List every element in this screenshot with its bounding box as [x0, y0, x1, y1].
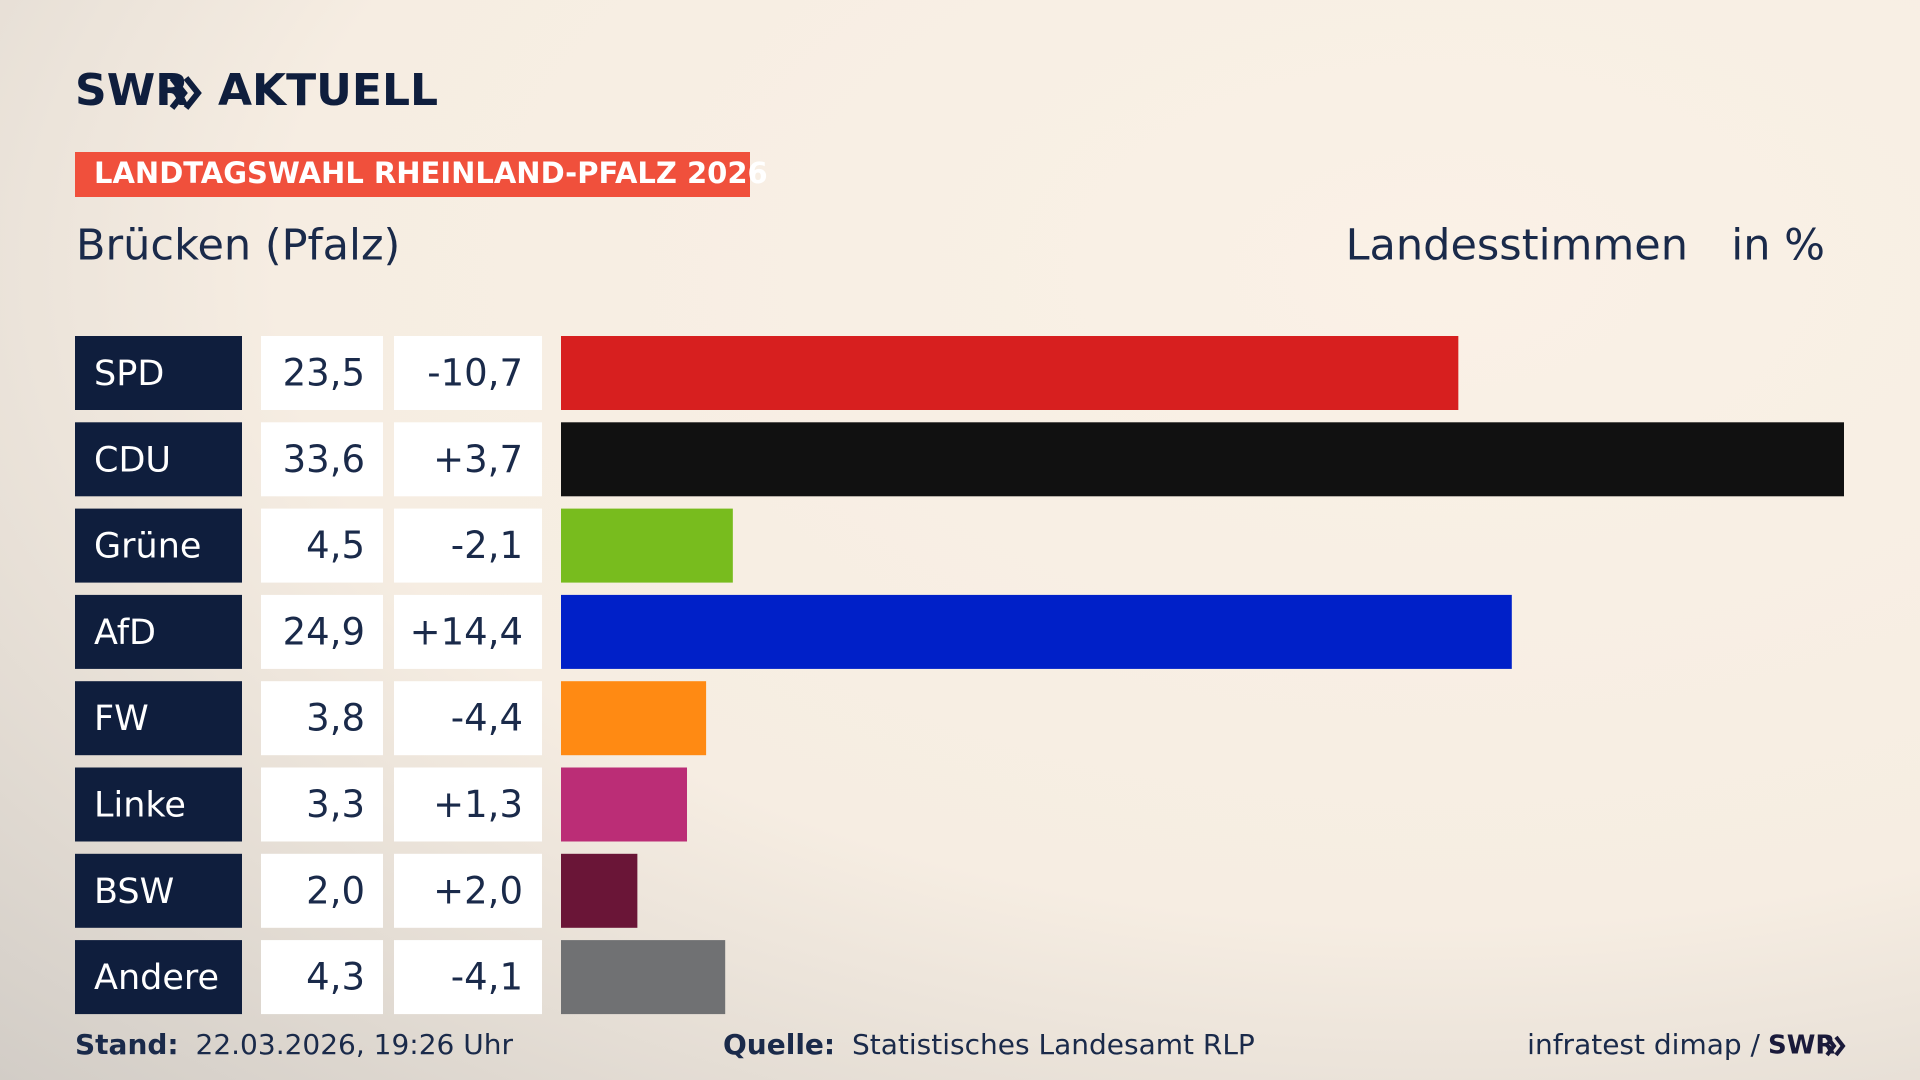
value-label: 33,6	[283, 438, 365, 481]
party-label: CDU	[94, 440, 171, 480]
bar	[561, 422, 1844, 497]
logo-suffix: AKTUELL	[218, 65, 438, 116]
credit-logo: SWR	[1768, 1031, 1835, 1061]
party-box	[75, 422, 242, 497]
change-box	[394, 767, 542, 842]
change-label: -10,7	[427, 352, 523, 395]
stand: 22.03.2026, 19:26 Uhr	[196, 1028, 514, 1061]
bar	[561, 681, 707, 756]
change-box	[394, 853, 542, 928]
subtitle: Landesstimmen	[1346, 221, 1688, 271]
bar	[561, 853, 638, 928]
value-label: 23,5	[283, 352, 365, 395]
value-box	[261, 853, 383, 928]
change-label: +2,0	[433, 869, 523, 912]
footer-source: Quelle: Statistisches Landesamt RLP	[723, 1028, 1255, 1061]
credit-chevrons	[1825, 1035, 1846, 1057]
party-box	[75, 594, 242, 669]
value-box	[261, 422, 383, 497]
party-label: Andere	[94, 958, 219, 998]
change-label: +14,4	[410, 610, 523, 653]
change-label: +3,7	[433, 438, 523, 481]
party-label: Linke	[94, 786, 186, 826]
party-box	[75, 853, 242, 928]
value-label: 4,3	[306, 956, 365, 999]
change-label: -2,1	[451, 524, 523, 567]
change-box	[394, 508, 542, 583]
logo-chevrons	[169, 76, 202, 110]
value-box	[261, 336, 383, 410]
party-box	[75, 767, 242, 842]
value-label: 4,5	[306, 524, 365, 567]
change-box	[394, 336, 542, 410]
bar	[561, 336, 1459, 410]
logo-text: SWR	[75, 65, 189, 116]
party-label: Grüne	[94, 527, 201, 567]
party-box	[75, 940, 242, 1015]
source-label: Quelle:	[723, 1028, 835, 1061]
value-box	[261, 508, 383, 583]
value-box	[261, 594, 383, 669]
rows: SPD 23,5 -10,7 CDU 33,6 +3,7 Grüne 4,5 -2,1 AfD 24…	[75, 336, 1844, 1015]
value-box	[261, 940, 383, 1015]
bar	[561, 508, 733, 583]
footer-stand: Stand: 22.03.2026, 19:26 Uhr	[75, 1028, 513, 1061]
bar	[561, 594, 1512, 669]
value-label: 24,9	[283, 610, 365, 653]
bar	[561, 940, 726, 1015]
credit: infratest dimap /	[1527, 1028, 1760, 1061]
unit: in %	[1731, 221, 1825, 271]
value-box	[261, 767, 383, 842]
party-box	[75, 336, 242, 410]
party-label: SPD	[94, 354, 164, 394]
value-label: 3,8	[306, 697, 365, 740]
value-label: 3,3	[306, 783, 365, 826]
party-label: FW	[94, 699, 149, 739]
change-label: -4,4	[451, 697, 523, 740]
party-label: AfD	[94, 613, 156, 653]
value-label: 2,0	[306, 869, 365, 912]
stand-label: Stand:	[75, 1028, 179, 1061]
badge-bg	[75, 152, 750, 197]
party-box	[75, 508, 242, 583]
party-label: BSW	[94, 872, 174, 912]
change-box	[394, 594, 542, 669]
change-label: +1,3	[433, 783, 523, 826]
bar	[561, 767, 688, 842]
change-box	[394, 422, 542, 497]
chart-title: Brücken (Pfalz)	[76, 221, 400, 271]
change-box	[394, 940, 542, 1015]
change-label: -4,1	[451, 956, 523, 999]
source: Statistisches Landesamt RLP	[852, 1028, 1255, 1061]
change-box	[394, 681, 542, 756]
badge: LANDTAGSWAHL RHEINLAND-PFALZ 2026	[94, 156, 768, 190]
value-box	[261, 681, 383, 756]
party-box	[75, 681, 242, 756]
